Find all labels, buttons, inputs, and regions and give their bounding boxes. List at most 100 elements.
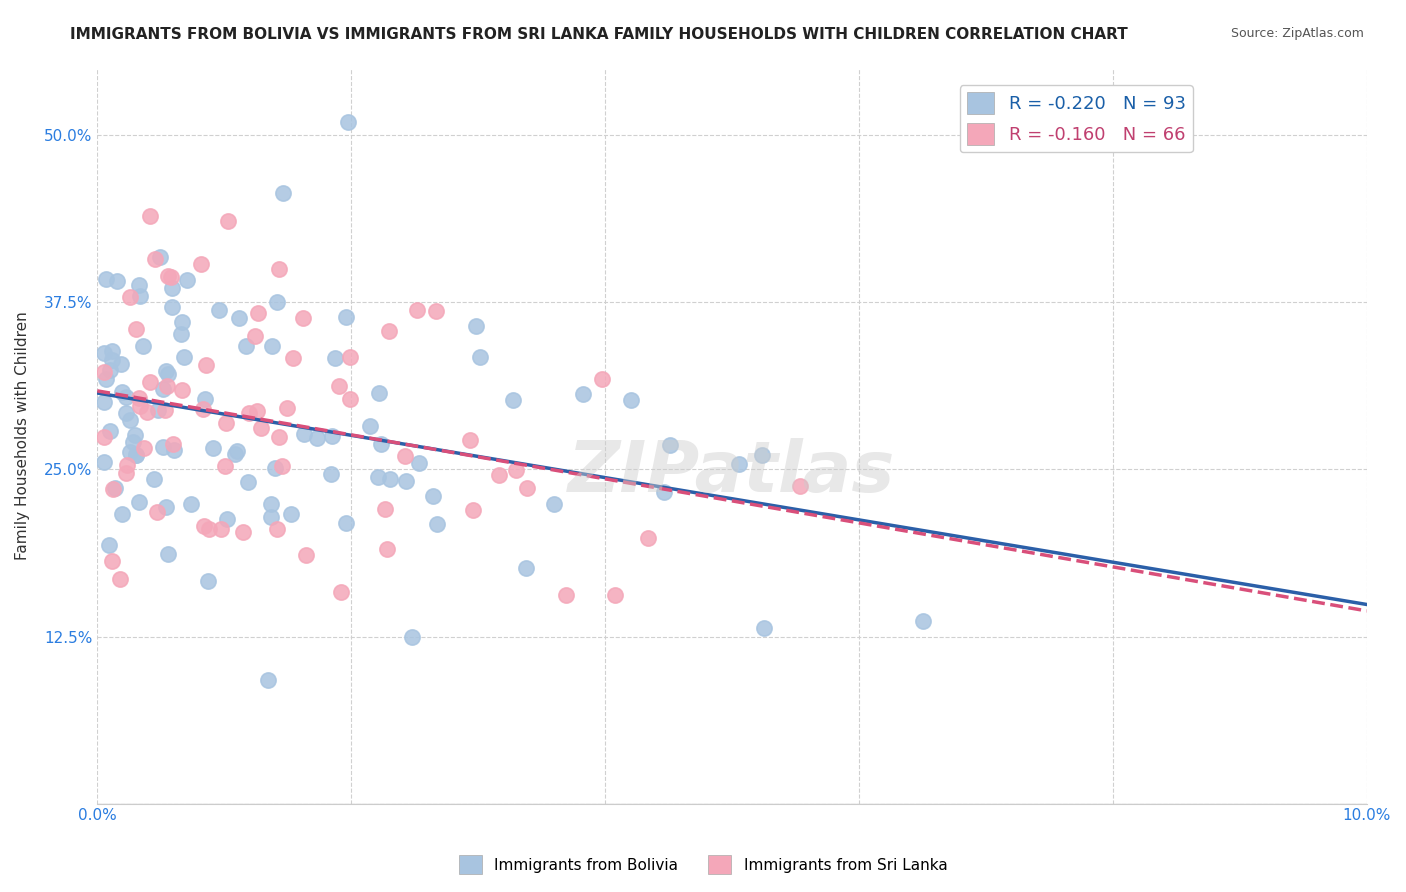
Immigrants from Sri Lanka [136,405,159,419]
Immigrants from Bolivia [408,456,430,470]
Immigrants from Bolivia [128,278,150,293]
Immigrants from Sri Lanka [101,482,124,496]
Text: ZIPatlas: ZIPatlas [568,438,896,508]
Text: Source: ZipAtlas.com: Source: ZipAtlas.com [1230,27,1364,40]
Immigrants from Bolivia [262,339,284,353]
Immigrants from Sri Lanka [193,401,215,416]
Immigrants from Bolivia [155,500,177,515]
Immigrants from Sri Lanka [156,268,179,283]
Immigrants from Bolivia [93,394,115,409]
Immigrants from Bolivia [226,444,249,458]
Immigrants from Bolivia [217,512,239,526]
Immigrants from Bolivia [146,403,169,417]
Immigrants from Sri Lanka [153,403,176,417]
Immigrants from Sri Lanka [295,549,318,563]
Immigrants from Bolivia [125,448,148,462]
Immigrants from Bolivia [335,310,357,325]
Immigrants from Bolivia [155,364,177,378]
Legend: R = -0.220   N = 93, R = -0.160   N = 66: R = -0.220 N = 93, R = -0.160 N = 66 [960,85,1192,153]
Immigrants from Bolivia [236,475,259,489]
Immigrants from Bolivia [110,385,132,400]
Immigrants from Sri Lanka [190,257,212,271]
Immigrants from Bolivia [131,339,153,353]
Immigrants from Sri Lanka [195,358,218,372]
Immigrants from Sri Lanka [271,458,294,473]
Immigrants from Bolivia [911,614,934,628]
Immigrants from Bolivia [98,425,121,439]
Immigrants from Sri Lanka [93,365,115,379]
Immigrants from Sri Lanka [505,463,527,477]
Immigrants from Sri Lanka [172,384,194,398]
Immigrants from Bolivia [321,429,343,443]
Immigrants from Bolivia [170,315,193,329]
Immigrants from Bolivia [335,516,357,530]
Immigrants from Bolivia [754,621,776,635]
Immigrants from Sri Lanka [110,572,132,586]
Immigrants from Sri Lanka [281,351,304,366]
Immigrants from Bolivia [96,372,118,386]
Immigrants from Sri Lanka [591,372,613,386]
Immigrants from Bolivia [128,289,150,303]
Immigrants from Bolivia [197,574,219,588]
Immigrants from Bolivia [160,281,183,295]
Immigrants from Bolivia [228,311,250,326]
Immigrants from Sri Lanka [101,553,124,567]
Immigrants from Bolivia [173,351,195,365]
Immigrants from Sri Lanka [139,375,162,389]
Immigrants from Sri Lanka [115,458,138,472]
Immigrants from Sri Lanka [637,531,659,545]
Y-axis label: Family Households with Children: Family Households with Children [15,311,30,560]
Immigrants from Bolivia [751,449,773,463]
Immigrants from Sri Lanka [789,479,811,493]
Immigrants from Bolivia [157,367,180,381]
Immigrants from Sri Lanka [488,467,510,482]
Immigrants from Bolivia [515,561,537,575]
Immigrants from Sri Lanka [245,329,267,343]
Immigrants from Bolivia [319,467,342,482]
Immigrants from Bolivia [170,326,193,341]
Immigrants from Sri Lanka [162,437,184,451]
Immigrants from Sri Lanka [374,502,396,516]
Immigrants from Bolivia [367,469,389,483]
Immigrants from Bolivia [395,474,418,488]
Immigrants from Bolivia [152,440,174,454]
Immigrants from Bolivia [422,489,444,503]
Immigrants from Sri Lanka [246,403,269,417]
Immigrants from Sri Lanka [394,449,416,463]
Immigrants from Bolivia [305,431,328,445]
Immigrants from Sri Lanka [276,401,298,415]
Immigrants from Bolivia [143,472,166,486]
Immigrants from Sri Lanka [128,399,150,413]
Immigrants from Sri Lanka [134,441,156,455]
Immigrants from Bolivia [121,434,143,449]
Immigrants from Bolivia [118,445,141,459]
Immigrants from Bolivia [157,547,180,561]
Immigrants from Sri Lanka [330,585,353,599]
Immigrants from Sri Lanka [555,588,578,602]
Immigrants from Bolivia [401,630,423,644]
Text: IMMIGRANTS FROM BOLIVIA VS IMMIGRANTS FROM SRI LANKA FAMILY HOUSEHOLDS WITH CHIL: IMMIGRANTS FROM BOLIVIA VS IMMIGRANTS FR… [70,27,1128,42]
Immigrants from Sri Lanka [160,270,183,285]
Immigrants from Bolivia [149,251,172,265]
Immigrants from Sri Lanka [238,406,260,420]
Immigrants from Bolivia [378,472,401,486]
Immigrants from Bolivia [110,357,132,371]
Immigrants from Bolivia [543,497,565,511]
Immigrants from Sri Lanka [339,350,361,364]
Immigrants from Sri Lanka [267,262,290,277]
Immigrants from Bolivia [115,391,138,405]
Immigrants from Bolivia [104,481,127,495]
Immigrants from Bolivia [176,273,198,287]
Immigrants from Sri Lanka [215,416,238,430]
Immigrants from Sri Lanka [209,521,232,535]
Immigrants from Sri Lanka [328,379,350,393]
Immigrants from Bolivia [323,351,346,366]
Immigrants from Bolivia [101,353,124,368]
Immigrants from Sri Lanka [291,310,314,325]
Immigrants from Sri Lanka [197,522,219,536]
Immigrants from Sri Lanka [247,305,270,319]
Immigrants from Bolivia [257,673,280,687]
Immigrants from Sri Lanka [93,430,115,444]
Immigrants from Sri Lanka [516,481,538,495]
Immigrants from Bolivia [160,300,183,314]
